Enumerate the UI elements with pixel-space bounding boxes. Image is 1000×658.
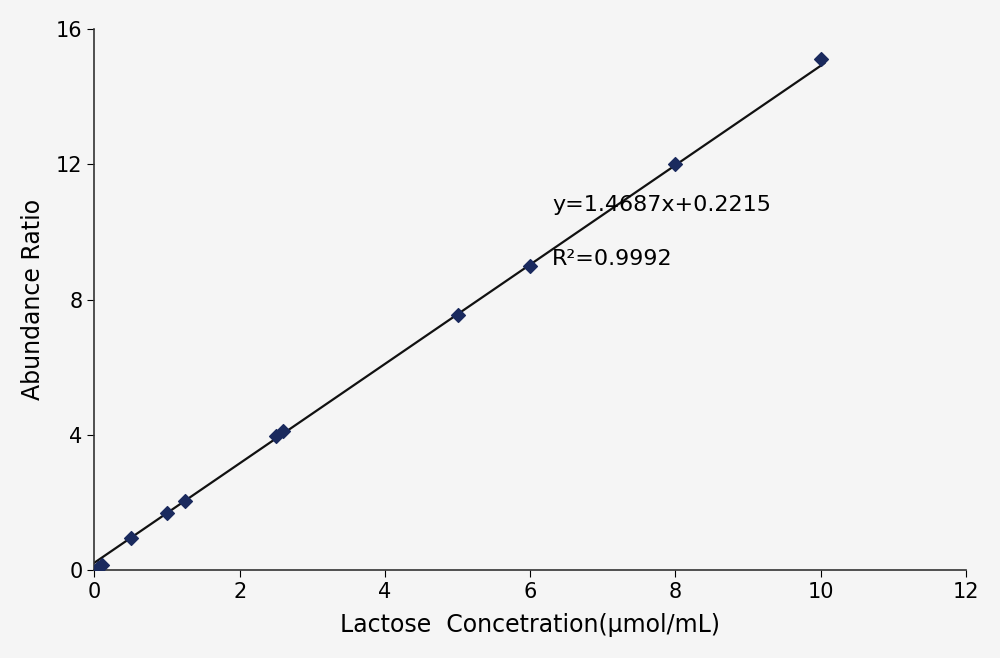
Point: [159, 507, 175, 518]
Text: R²=0.9992: R²=0.9992: [552, 249, 673, 269]
Point: [275, 426, 291, 436]
Point: [450, 309, 466, 320]
Text: y=1.4687x+0.2215: y=1.4687x+0.2215: [552, 195, 771, 215]
Point: [522, 261, 538, 271]
Point: [813, 54, 829, 64]
X-axis label: Lactose  Concetration(μmol/mL): Lactose Concetration(μmol/mL): [340, 613, 720, 637]
Point: [667, 159, 683, 170]
Point: [94, 560, 110, 570]
Point: [90, 563, 106, 573]
Point: [177, 495, 193, 506]
Point: [268, 430, 284, 441]
Y-axis label: Abundance Ratio: Abundance Ratio: [21, 199, 45, 400]
Point: [123, 533, 139, 544]
